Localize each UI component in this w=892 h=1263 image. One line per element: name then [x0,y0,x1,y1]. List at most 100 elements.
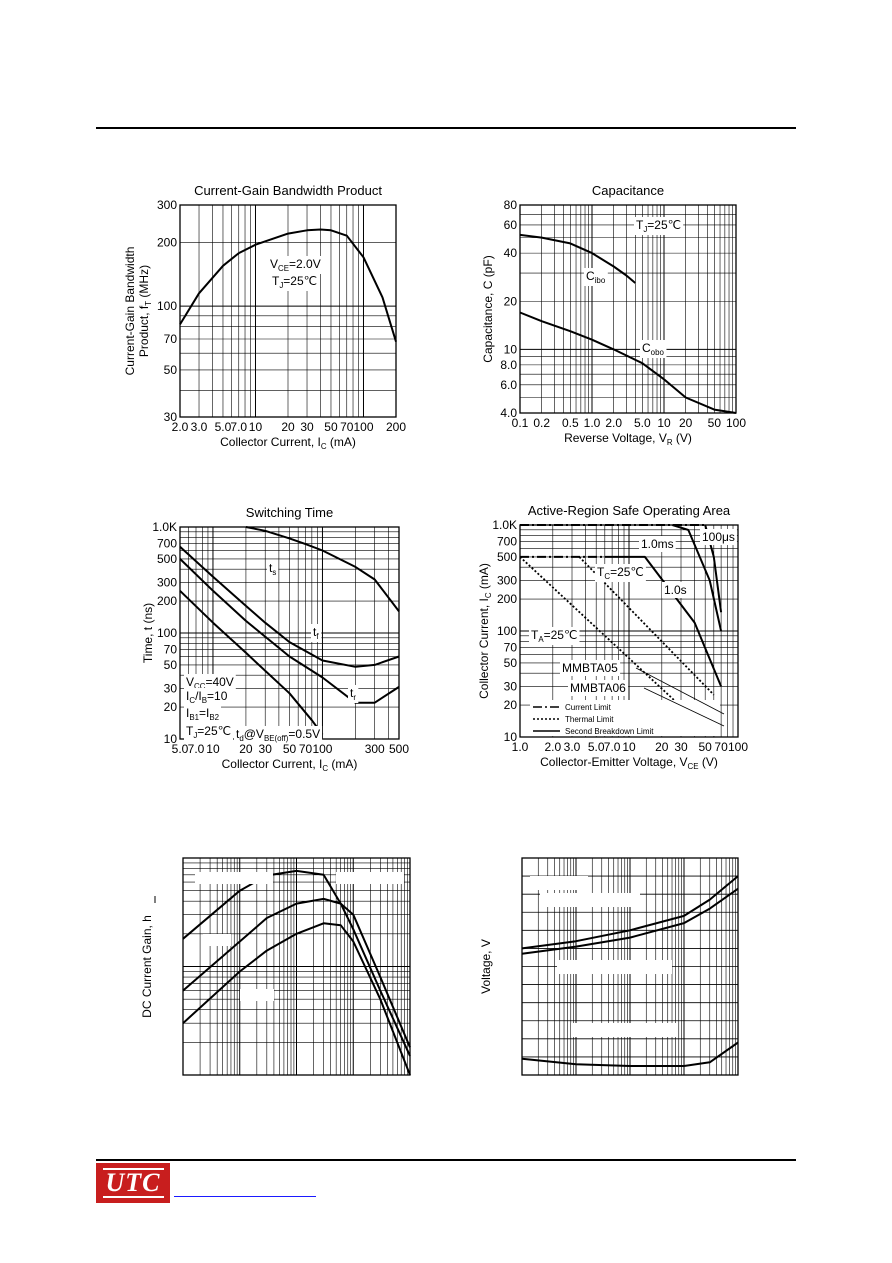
sw-ytick-label: 20 [164,700,178,714]
soa-label-1-bg [639,536,676,552]
cap-label-cobo-bg [640,340,667,358]
sw-ytick-label: 10 [164,732,178,746]
fT-xtick-label: 70 [340,420,354,434]
cap-xtick-label: 5.0 [634,416,651,430]
soa-label-4-part: MMBTA06 [570,681,626,695]
sw-condition-td-part: @V [244,727,264,741]
soa-ytick-label: 100 [497,624,517,638]
soa-annotation-ta: TA=25℃ [531,628,577,644]
sw-condition-td-part: d [239,734,243,743]
sw-condition-0-bg [184,674,236,692]
fT-ylabel-part: Current-Gain Bandwidth [123,247,137,376]
soa-legend-entry-0: Current Limit [565,703,612,712]
vsat-blank-label-2 [557,960,672,974]
sw-condition-1-part: C [189,696,195,705]
sw-xlabel: Collector Current, IC (mA) [222,757,358,773]
fT-xtick-label: 7.0 [230,420,247,434]
cap-xlabel-part: (V) [673,431,692,445]
sw-label-tr: tr [350,686,356,702]
fT-xlabel-part: Collector Current, I [220,435,321,449]
soa-label-3-bg [560,660,621,676]
hfe-plot-frame [182,857,411,1076]
soa-ylabel-part: (mA) [477,563,491,592]
sw-ytick-label: 30 [164,681,178,695]
fT-ylabel2-part: T [144,301,153,306]
vsat-blank-label-1 [540,893,640,907]
cap-ylabel: Capacitance, C (pF) [481,255,495,362]
vsat-ylabel-part: Voltage, V [479,939,493,994]
sw-label-tf-bg [311,624,322,642]
sw-condition-3-part: T [186,724,194,738]
hfe-ylabel: DC Current Gain, h [140,915,154,1018]
sw-ytick-label: 100 [157,626,177,640]
soa-label-3: MMBTA05 [562,661,618,675]
hfe-blank-label-3 [240,989,274,1001]
hfe-ylabel-part: DC Current Gain, h [140,915,154,1018]
soa-ytick-label: 10 [504,730,518,744]
soa-ytick-label: 500 [497,550,517,564]
cap-xtick-label: 100 [726,416,746,430]
soa-label-1: 1.0ms [641,537,674,551]
sw-label-tf-part: t [313,625,317,639]
hfe-series-2 [182,922,411,1076]
sw-condition-0: VCC=40V [186,675,234,691]
soa-ytick-label: 700 [497,534,517,548]
sw-condition-3-bg [184,723,234,741]
fT-xtick-label: 30 [300,420,314,434]
cap-ytick-label: 80 [504,198,518,212]
soa-xlabel-part: (V) [699,755,718,769]
utc-logo: UTC [96,1163,170,1203]
fT-ytick-label: 200 [157,235,177,249]
cap-xlabel-part: Reverse Voltage, V [564,431,667,445]
fT-annotation-vce-part: =2.0V [289,257,321,271]
fT-annotation-vce-part: V [270,257,278,271]
cap-xlabel: Reverse Voltage, VR (V) [564,431,692,447]
fT-ylabel2-part: Product, f [137,305,151,357]
soa-legend-entry-2: Second Breakdown Limit [565,727,654,736]
cap-xtick-label: 2.0 [605,416,622,430]
fT-xtick-label: 5.0 [215,420,232,434]
soa-label-0: 100μs [702,530,735,544]
soa-label-4: MMBTA06 [570,681,626,695]
sw-series-3 [179,590,324,736]
cap-ytick-label: 8.0 [500,358,517,372]
soa-label-3-part: MMBTA05 [562,661,618,675]
header-rule [96,127,796,129]
cap-xtick-label: 10 [657,416,671,430]
cap-ytick-label: 40 [504,246,518,260]
sw-label-ts-part: t [269,561,273,575]
sw-condition-td-bg [234,726,323,744]
cap-ytick-label: 4.0 [500,406,517,420]
cap-series-0 [519,233,636,284]
sw-xlabel-part: C [322,764,328,773]
logo-text: UTC [102,1168,164,1198]
soa-title: Active-Region Safe Operating Area [528,503,731,518]
hfe-series-0 [182,869,411,1057]
sw-condition-2: IB1=IB2 [186,706,219,722]
sw-condition-1-part: I [186,689,189,703]
sw-condition-1: IC/IB=10 [186,689,228,705]
sw-condition-1-part: =10 [207,689,228,703]
fT-annotation-tj-part: T [272,274,280,288]
sw-condition-0-part: =40V [205,675,233,689]
soa-ytick-label: 70 [504,640,518,654]
soa-label-2-bg [662,582,689,598]
cap-label-cobo-part: obo [651,348,665,357]
cap-ytick-label: 60 [504,218,518,232]
soa-ytick-label: 200 [497,592,517,606]
soa-xlabel: Collector-Emitter Voltage, VCE (V) [540,755,718,771]
fT-plot-frame [179,204,397,418]
soa-annotation-tc-part: C [604,572,610,581]
soa-legend-box [530,700,720,736]
cap-xtick-label: 50 [708,416,722,430]
soa-ytick-label: 300 [497,573,517,587]
fT-series-0 [179,228,397,342]
sw-condition-2-part: B1 [189,713,199,722]
footer-link-underline[interactable] [174,1196,316,1197]
fT-annotation-vce: VCE=2.0V [270,257,321,273]
hfe-blank-label-1 [336,872,404,884]
soa-annotation-ta-part: =25℃ [544,628,578,642]
footer-rule [96,1159,796,1161]
cap-xlabel-part: R [667,438,673,447]
soa-xlabel-part: CE [688,762,699,771]
